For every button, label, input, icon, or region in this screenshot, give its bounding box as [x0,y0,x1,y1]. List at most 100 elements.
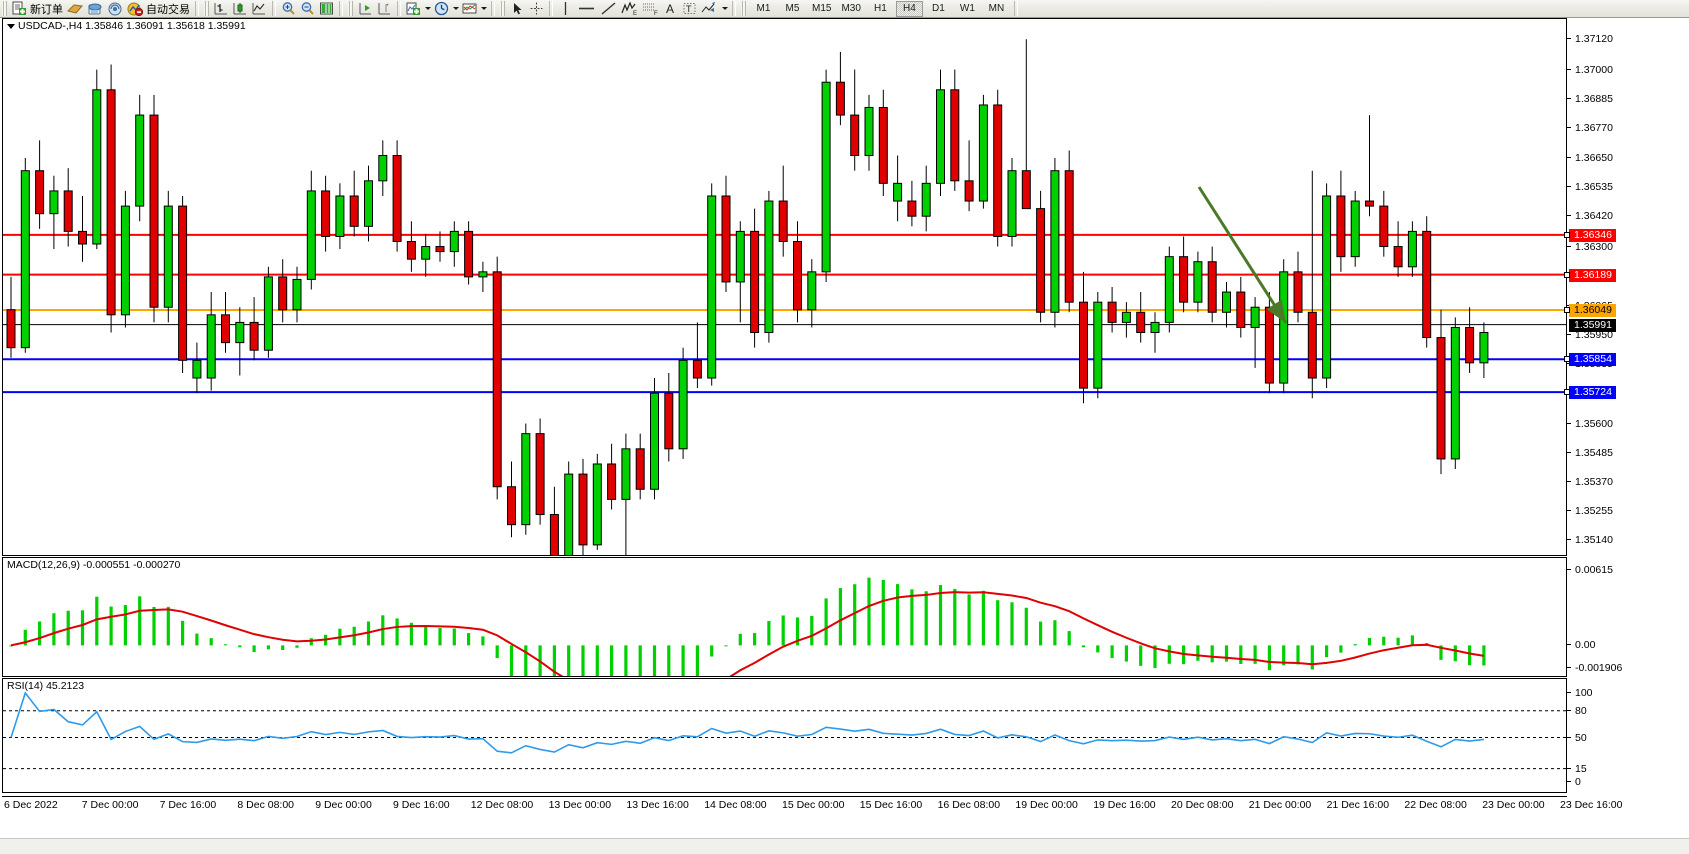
price-level-value: 1.36189 [1574,268,1612,281]
chart-type-grip[interactable] [204,1,209,16]
rsi-plot [3,691,1566,770]
zoom-in-icon[interactable] [280,0,297,17]
level-handle[interactable] [1564,389,1570,396]
time-label-14: 19 Dec 16:00 [1093,799,1156,811]
text-label-icon[interactable]: T [681,0,698,17]
rsi-tick-0: 100 [1567,687,1689,699]
price-level-badge-1.35854[interactable]: 1.35854 [1564,353,1616,367]
new-order-label[interactable]: 新订单 [30,2,63,16]
cursor-icon[interactable] [509,0,526,17]
timeframe-grip[interactable] [741,1,746,16]
zoom-out-icon[interactable] [299,0,316,17]
tools-grip[interactable] [500,1,505,16]
price-tick-3-label: 1.36770 [1575,121,1613,134]
price-scale[interactable]: 1.37120 1.37000 1.36885 1.36770 1.36650 1.365… [1564,18,1689,854]
templates-dropdown-arrow[interactable] [479,0,488,17]
templates-icon[interactable] [461,0,478,17]
rsi-tick-2-label: 50 [1575,731,1587,744]
price-level-badge-1.36189[interactable]: 1.36189 [1564,268,1616,282]
history-icon[interactable] [66,0,84,17]
svg-text:T: T [686,4,692,14]
elliott-wave-icon[interactable]: E [620,0,639,17]
tick-mark [1567,334,1571,336]
tick-mark [1567,644,1571,646]
level-handle[interactable] [1564,271,1570,278]
price-tick-1-label: 1.37000 [1575,63,1613,76]
time-label-13: 19 Dec 00:00 [1015,799,1078,811]
time-label-12: 16 Dec 08:00 [937,799,1001,811]
timeframe-m5[interactable]: M5 [785,3,800,14]
chart-shift-icon[interactable] [357,0,374,17]
price-chart-pane[interactable]: USDCAD-,H4 1.35846 1.36091 1.35618 1.359… [2,18,1567,556]
price-level-badge-1.35991[interactable]: 1.35991 [1569,318,1616,332]
indicators-icon[interactable] [405,0,422,17]
level-handle[interactable] [1564,356,1570,363]
price-level-badge-1.36049[interactable]: 1.36049 [1564,304,1616,317]
price-tick-16: 1.35140 [1567,534,1689,546]
time-label-4: 9 Dec 00:00 [315,799,372,811]
scroll-grip[interactable] [348,1,353,16]
timeframe-m15[interactable]: M15 [812,3,832,14]
bar-chart-icon[interactable] [213,0,230,17]
signal-icon[interactable] [106,0,124,17]
time-label-10: 15 Dec 00:00 [782,799,845,811]
macd-pane[interactable]: MACD(12,26,9) -0.000551 -0.000270 [2,557,1567,677]
rsi-pane-title: RSI(14) 45.2123 [7,680,85,692]
crosshair-icon[interactable] [528,0,545,17]
toolbar-separator-6 [549,1,553,16]
macd-plot [9,577,1486,676]
level-handle[interactable] [1564,231,1570,238]
rsi-pane[interactable]: RSI(14) 45.2123 [2,678,1567,793]
autotrading-label[interactable]: 自动交易 [146,2,190,16]
autotrading-icon[interactable] [126,0,144,17]
tick-mark [1567,781,1571,782]
timeframe-w1[interactable]: W1 [959,3,975,14]
time-label-5: 9 Dec 16:00 [393,799,450,811]
fibonacci-icon[interactable]: F [641,0,660,17]
price-tick-13: 1.35485 [1567,447,1689,459]
price-level-badge-1.35724[interactable]: 1.35724 [1564,386,1616,400]
level-handle[interactable] [1564,307,1570,313]
tick-mark [1567,126,1571,128]
timeframe-h1[interactable]: H1 [874,3,887,14]
timeframe-m30[interactable]: M30 [841,3,861,14]
vertical-line-icon[interactable] [557,0,574,17]
collapse-triangle-icon[interactable] [7,23,15,29]
candlestick-chart-icon[interactable] [232,0,249,17]
macd-tick-0-label: 0.00615 [1575,564,1613,576]
rsi-tick-4: 0 [1567,776,1689,788]
timeframe-h4[interactable]: H4 [895,0,923,17]
price-tick-14: 1.35370 [1567,476,1689,488]
price-tick-7-label: 1.36300 [1575,240,1613,253]
indicators-dropdown-arrow[interactable] [423,0,432,17]
timeframe-d1[interactable]: D1 [932,3,945,14]
price-pane-title-text: USDCAD-,H4 1.35846 1.36091 1.35618 1.359… [18,20,246,32]
toolbar-separator-3 [339,1,343,16]
trendline-icon[interactable] [599,0,618,17]
price-tick-12: 1.35600 [1567,418,1689,430]
objects-icon[interactable] [700,0,719,17]
price-level-badge-1.36346[interactable]: 1.36346 [1564,228,1616,242]
time-label-6: 12 Dec 08:00 [470,799,534,811]
period-icon[interactable] [433,0,450,17]
period-dropdown-arrow[interactable] [451,0,460,17]
data-window-icon[interactable] [318,0,335,17]
price-tick-4: 1.36650 [1567,152,1689,164]
line-chart-icon[interactable] [251,0,268,17]
auto-scroll-icon[interactable] [376,0,393,17]
timeframe-m1[interactable]: M1 [756,3,771,14]
horizontal-line-icon[interactable] [576,0,597,17]
toolbar-grip[interactable] [2,1,7,16]
toolbar-separator-4 [397,1,401,16]
time-label-1: 7 Dec 00:00 [81,799,139,811]
time-label-9: 14 Dec 08:00 [704,799,767,811]
price-tick-16-label: 1.35140 [1575,533,1613,546]
new-order-icon[interactable] [11,0,28,17]
text-icon[interactable]: A [662,0,679,17]
objects-dropdown-arrow[interactable] [720,0,729,17]
tick-mark [1567,186,1571,188]
time-scale[interactable]: 6 Dec 2022 7 Dec 00:00 7 Dec 16:00 8 Dec 08… [2,796,1622,816]
cloud-icon[interactable] [86,0,104,17]
price-tick-9: 1.35950 [1567,329,1689,341]
timeframe-mn[interactable]: MN [988,3,1005,14]
